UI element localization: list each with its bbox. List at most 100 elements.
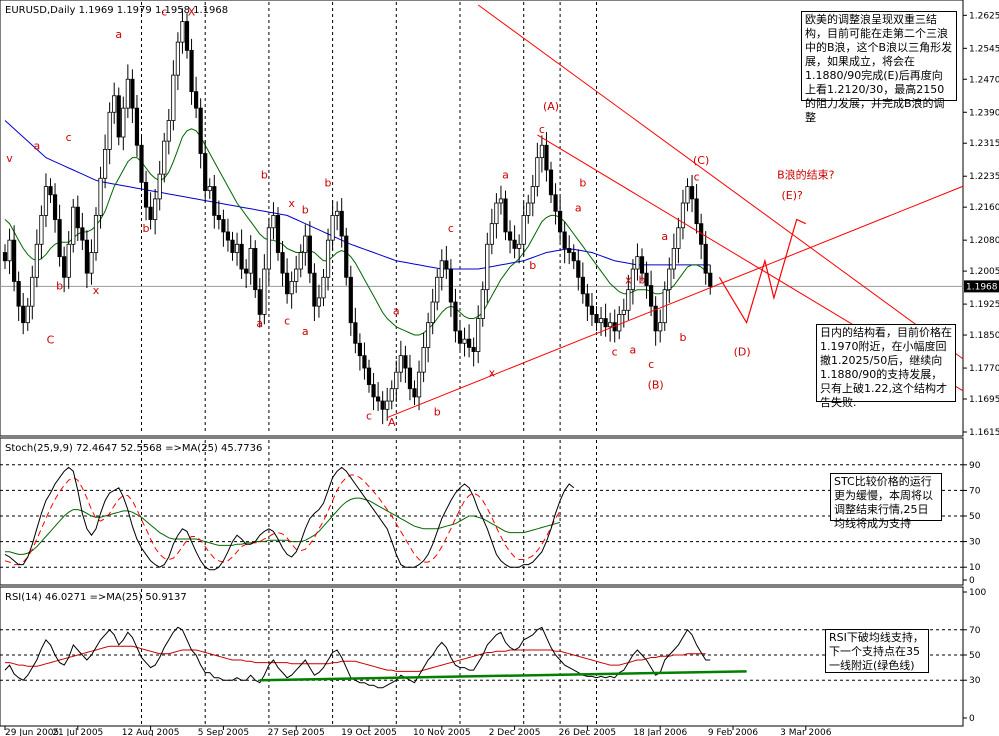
stoch-grid <box>0 440 963 584</box>
wave-label-39: (D) <box>734 346 751 359</box>
candle-body-81 <box>371 384 376 398</box>
rsi-axis: 100 70 50 30 0 <box>963 588 986 724</box>
time-tick-label-1: 21 Jul 2005 <box>52 728 103 736</box>
candle-body-17 <box>80 227 85 241</box>
candle-body-138 <box>630 268 636 291</box>
candle-body-99 <box>453 301 458 332</box>
time-tick-label-4: 27 Sep 2005 <box>268 728 325 736</box>
candle-body-130 <box>594 314 599 324</box>
candle-body-139 <box>635 256 640 270</box>
candle-body-107 <box>489 223 494 245</box>
wave-label-12: a <box>256 317 263 330</box>
wave-label-20: b <box>434 405 441 418</box>
candle-body-68 <box>312 272 317 307</box>
candle-body-113 <box>517 243 522 249</box>
candle-body-30 <box>139 144 144 183</box>
wave-label-23: a <box>502 168 509 181</box>
candle-body-9 <box>43 186 49 216</box>
annotation-box-rsi: RSI下破均线支持，下一个支持点在35一线附近(绿色线) <box>825 629 929 673</box>
candlesticks <box>2 8 713 425</box>
candle-body-5 <box>25 305 30 324</box>
wave-label-7: b <box>143 222 150 235</box>
price-ma-short-line <box>4 128 711 336</box>
candle-body-53 <box>244 268 249 274</box>
stoch-k-series <box>4 466 575 571</box>
candle-body-54 <box>248 248 253 274</box>
wave-label-30: a <box>630 344 637 357</box>
projection-path <box>718 218 807 325</box>
candle-body-37 <box>171 74 176 121</box>
candle-body-4 <box>21 305 26 324</box>
rsi-tick-label-4: 0 <box>969 714 975 724</box>
candle-body-79 <box>362 355 367 369</box>
candle-body-112 <box>512 239 517 249</box>
candle-body-88 <box>403 355 408 369</box>
candle-body-0 <box>2 252 8 262</box>
annotation-box-wave-structure: 欧美的调整浪呈现双重三结构，目前可能在走第二个三浪中的B浪，这个B浪以三角形发展… <box>801 11 957 124</box>
candle-body-124 <box>567 248 572 253</box>
candle-body-117 <box>535 157 540 187</box>
candle-body-40 <box>184 21 190 51</box>
candle-body-19 <box>89 252 94 274</box>
trendline-0 <box>387 185 964 419</box>
wave-label-18: c <box>366 410 372 423</box>
candle-body-126 <box>576 260 581 278</box>
wave-label-19: A <box>388 416 396 429</box>
candle-body-14 <box>66 243 71 278</box>
rsi-tick-label-1: 70 <box>969 626 981 636</box>
candle-body-56 <box>257 289 262 315</box>
candle-body-150 <box>685 186 690 204</box>
price-tick-label-5: 1.2235 <box>969 172 999 182</box>
rsi-tick-label-3: 30 <box>969 676 981 686</box>
candle-body-144 <box>658 322 663 332</box>
time-tick-label-0: 29 Jun 2005 <box>5 728 59 736</box>
candle-body-152 <box>694 198 699 225</box>
candle-body-143 <box>653 305 658 332</box>
candle-body-16 <box>75 206 80 229</box>
candle-body-21 <box>98 177 103 216</box>
price-tick-label-12: 1.1695 <box>969 395 999 405</box>
candle-body-49 <box>225 231 231 241</box>
wave-label-40: B浪的结束? <box>777 167 835 181</box>
candle-body-142 <box>649 285 654 307</box>
candle-body-72 <box>330 215 335 241</box>
stoch-tick-label-1: 70 <box>969 486 981 496</box>
wave-label-32: b <box>639 273 646 286</box>
candle-body-23 <box>107 111 112 150</box>
candle-body-57 <box>262 268 267 315</box>
candle-body-39 <box>180 21 185 43</box>
candle-body-151 <box>689 186 695 200</box>
wave-label-28: a <box>575 201 582 214</box>
candle-body-46 <box>212 186 217 216</box>
candle-body-90 <box>412 388 417 398</box>
candle-body-92 <box>421 347 426 373</box>
wave-label-24: b <box>529 259 536 272</box>
candle-body-13 <box>62 256 67 278</box>
candle-body-136 <box>621 309 626 315</box>
candle-body-76 <box>348 276 353 324</box>
candle-body-60 <box>275 215 281 253</box>
price-tick-label-2: 1.2470 <box>969 75 999 85</box>
rsi-support-line <box>259 670 747 682</box>
candle-body-67 <box>307 235 312 274</box>
candle-body-103 <box>471 347 476 352</box>
candle-body-78 <box>357 342 363 357</box>
price-tick-label-0: 1.2625 <box>969 11 999 21</box>
candle-body-10 <box>48 186 53 196</box>
candle-body-2 <box>11 239 17 282</box>
candle-body-36 <box>166 120 171 142</box>
price-tick-label-8: 1.2005 <box>969 267 999 277</box>
candle-body-51 <box>234 243 240 253</box>
candle-body-25 <box>116 95 121 138</box>
rsi-header: RSI(14) 46.0271 =>MA(25) 50.9137 <box>5 592 187 603</box>
price-tick-label-4: 1.2315 <box>969 139 999 149</box>
wave-label-34: (B) <box>648 379 664 392</box>
wave-label-36: b <box>679 331 686 344</box>
annotation-box-intraday: 日内的结构看，目前价格在1.1970附近，在小幅度回撤1.2025/50后，继续… <box>816 324 956 409</box>
candle-body-101 <box>462 338 467 344</box>
candle-body-65 <box>298 252 303 270</box>
wave-label-2: a <box>33 139 40 152</box>
candle-body-61 <box>280 252 285 274</box>
price-tick-label-3: 1.2390 <box>969 108 999 118</box>
